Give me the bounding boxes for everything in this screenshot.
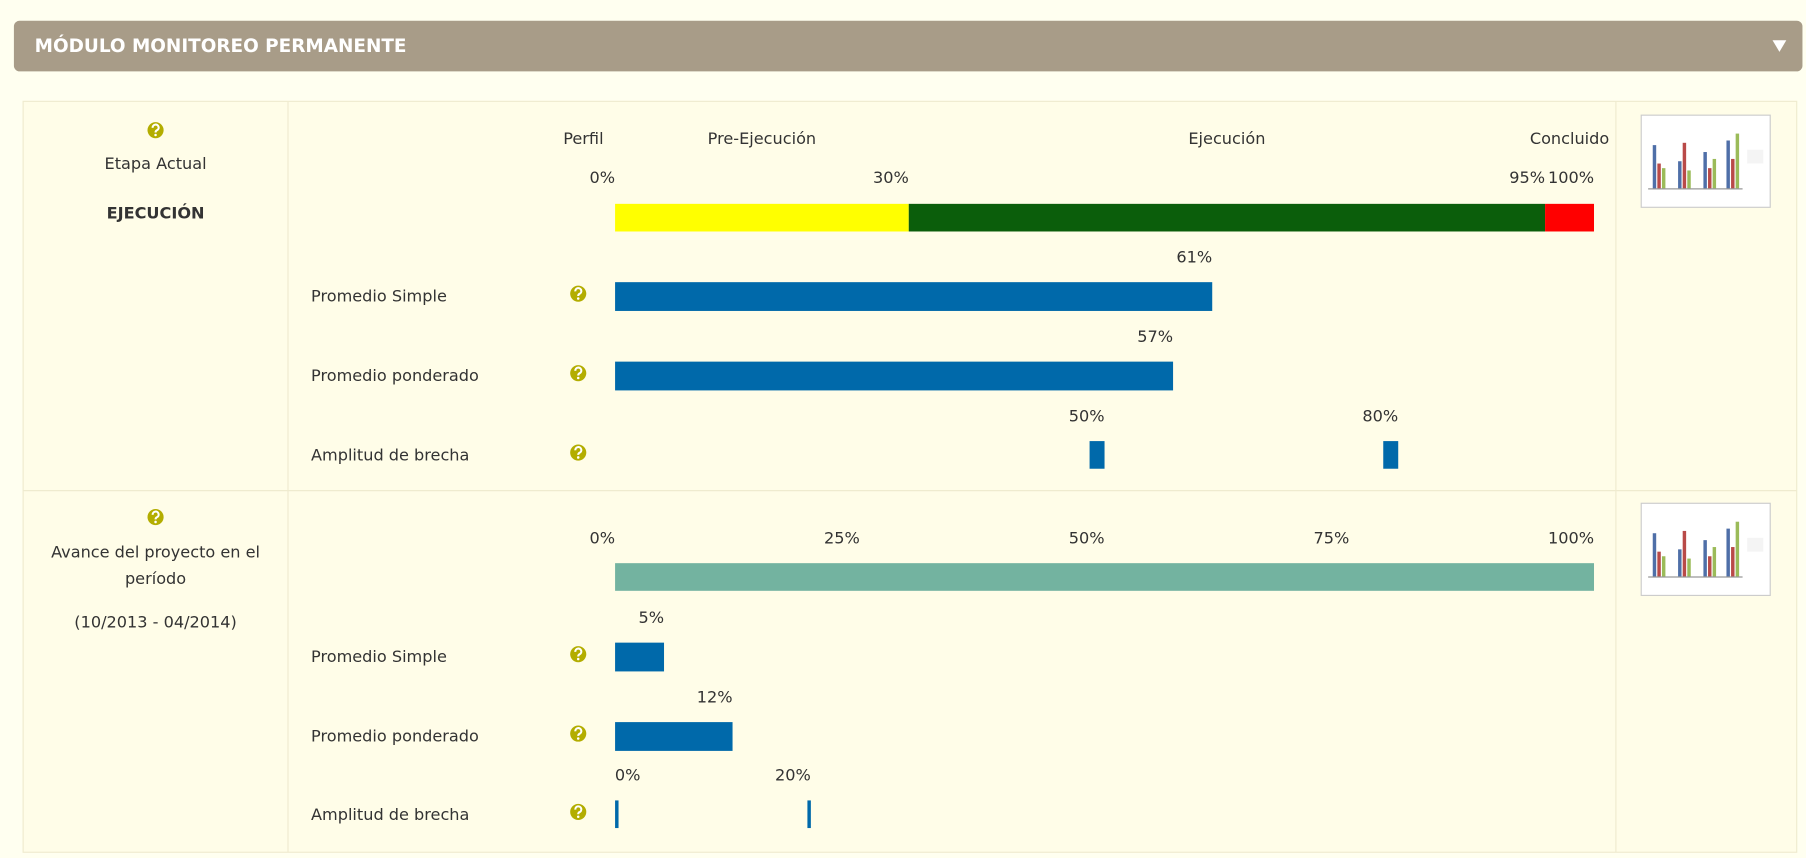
phase-label: Perfil <box>563 129 603 148</box>
tick-label: 0% <box>590 168 616 187</box>
tick-label: 50% <box>1069 528 1105 547</box>
chart-thumbnail[interactable] <box>1641 115 1770 207</box>
progress-track <box>615 563 1594 591</box>
value-label: 57% <box>1137 327 1173 346</box>
stage-segment <box>1545 204 1594 232</box>
gap-marker <box>807 800 810 828</box>
value-label: 61% <box>1176 247 1212 266</box>
tick-label: 75% <box>1313 528 1349 547</box>
value-label: 12% <box>697 687 733 706</box>
value-label: 80% <box>1362 406 1398 425</box>
gap-marker <box>1383 441 1398 469</box>
row-label: Promedio ponderado <box>311 366 479 385</box>
row-label: Promedio Simple <box>311 647 447 666</box>
value-label: 20% <box>775 766 811 785</box>
stage-segment <box>615 204 909 232</box>
header-title: MÓDULO MONITOREO PERMANENTE <box>35 35 407 57</box>
help-icon[interactable] <box>147 509 163 525</box>
bar <box>615 282 1212 311</box>
help-icon[interactable] <box>570 804 586 820</box>
tick-label: 100% <box>1548 168 1594 187</box>
row-label: Amplitud de brecha <box>311 805 469 824</box>
chart-thumbnail[interactable] <box>1641 503 1770 595</box>
section-label: período <box>125 569 186 588</box>
value-label: 50% <box>1069 406 1105 425</box>
tick-label: 25% <box>824 528 860 547</box>
phase-label: Ejecución <box>1188 129 1265 148</box>
help-icon[interactable] <box>570 726 586 742</box>
gap-marker <box>1090 441 1105 469</box>
bar <box>615 722 732 751</box>
period: (10/2013 - 04/2014) <box>74 613 236 632</box>
tick-label: 30% <box>873 168 909 187</box>
row-label: Promedio ponderado <box>311 727 479 746</box>
help-icon[interactable] <box>147 122 163 138</box>
help-icon[interactable] <box>570 286 586 302</box>
tick-label: 95% <box>1509 168 1545 187</box>
tick-label: 100% <box>1548 528 1594 547</box>
phase-label: Concluido <box>1530 129 1609 148</box>
tick-label: 0% <box>590 528 616 547</box>
gap-marker <box>615 800 618 828</box>
section-label: Avance del proyecto en el <box>51 542 260 561</box>
phase-label: Pre-Ejecución <box>708 129 816 148</box>
bar <box>615 362 1173 391</box>
bar <box>615 643 664 672</box>
help-icon[interactable] <box>570 365 586 381</box>
help-icon[interactable] <box>570 646 586 662</box>
value-label: 5% <box>638 608 664 627</box>
row-label: Amplitud de brecha <box>311 446 469 465</box>
help-icon[interactable] <box>570 445 586 461</box>
row-label: Promedio Simple <box>311 287 447 306</box>
stage-segment <box>909 204 1545 232</box>
section-label: Etapa Actual <box>105 154 207 173</box>
value-label: 0% <box>615 766 641 785</box>
stage: EJECUCIÓN <box>107 204 205 223</box>
monitoring-panel: MÓDULO MONITOREO PERMANENTE Etapa Actual… <box>0 0 1806 858</box>
page: MÓDULO MONITOREO PERMANENTE Etapa Actual… <box>0 0 1806 858</box>
